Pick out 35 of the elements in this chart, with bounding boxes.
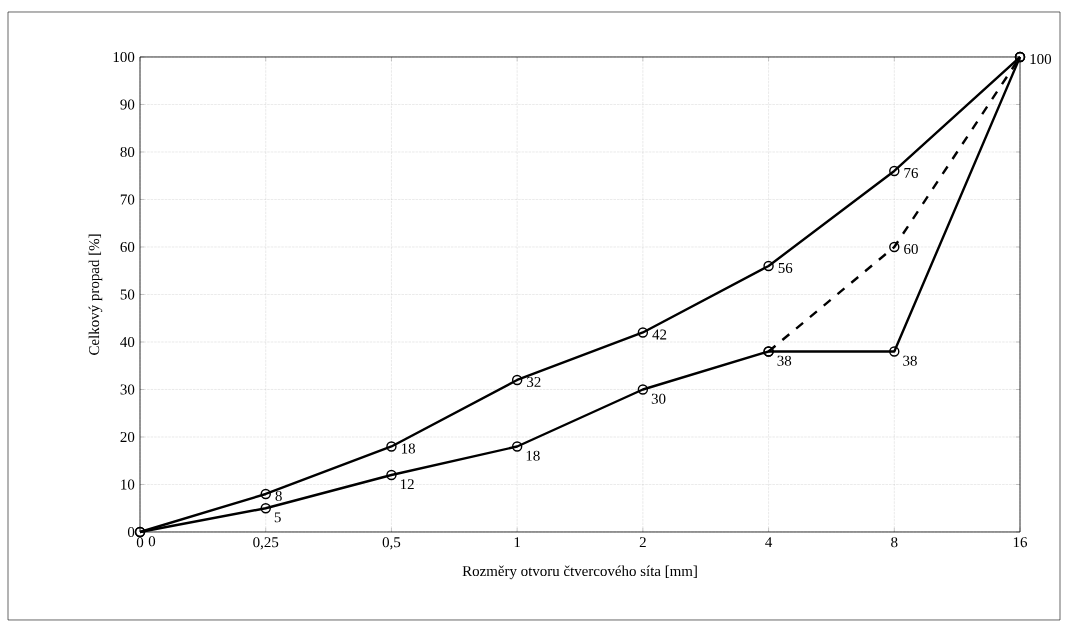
data-label: 42 [652, 329, 667, 340]
x-tick-label: 1 [514, 537, 520, 548]
x-tick-label: 0,5 [382, 537, 401, 550]
data-label: 18 [401, 443, 416, 454]
y-tick-label: 80 [120, 146, 135, 158]
data-label: 32 [527, 376, 541, 387]
data-label: 38 [903, 355, 917, 366]
y-tick-label: 30 [120, 384, 135, 395]
y-tick-label: 50 [120, 289, 135, 300]
x-tick-label: 0,25 [253, 537, 279, 550]
y-axis-title: Celkový propad [%] [88, 234, 103, 355]
data-label: 56 [778, 262, 793, 273]
data-label: 76 [904, 167, 918, 178]
x-tick-label: 16 [1013, 537, 1028, 548]
y-tick-label: 10 [121, 479, 135, 490]
data-label: 100 [1030, 53, 1052, 65]
y-tick-label: 40 [120, 336, 135, 348]
x-tick-label: 8 [891, 537, 898, 548]
x-tick-label: 2 [639, 537, 646, 548]
data-label: 30 [651, 393, 666, 404]
y-tick-label: 60 [120, 241, 135, 253]
y-tick-label: 20 [120, 431, 135, 443]
y-tick-label: 70 [120, 194, 135, 205]
y-tick-label: 0 [127, 526, 135, 538]
data-label: 5 [274, 512, 281, 523]
data-label: 12 [400, 479, 414, 490]
data-label: 60 [904, 243, 918, 255]
data-label: 8 [275, 490, 282, 502]
y-tick-label: 100 [113, 51, 135, 63]
x-tick-label: 4 [765, 537, 773, 547]
x-axis-title: Rozměry otvoru čtvercového síta [mm] [462, 565, 697, 580]
x-tick-label: 0 [136, 537, 144, 548]
y-tick-label: 90 [120, 99, 135, 110]
data-label: 38 [777, 355, 792, 366]
data-label: 18 [526, 450, 540, 461]
